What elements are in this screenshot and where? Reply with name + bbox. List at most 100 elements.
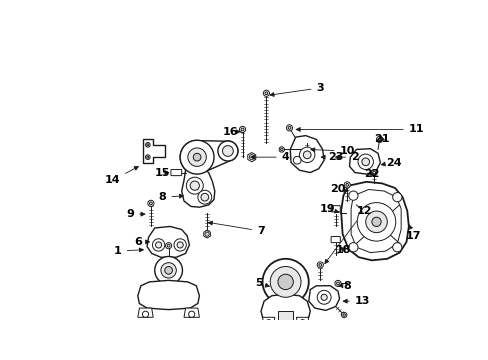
Text: 9: 9 xyxy=(126,209,144,219)
Polygon shape xyxy=(308,286,339,310)
Text: 22: 22 xyxy=(364,169,379,179)
Circle shape xyxy=(152,239,164,251)
Text: 10: 10 xyxy=(310,146,354,156)
Circle shape xyxy=(239,126,245,132)
Circle shape xyxy=(155,242,162,248)
Circle shape xyxy=(180,140,214,174)
Circle shape xyxy=(249,154,254,160)
Circle shape xyxy=(142,311,148,317)
Circle shape xyxy=(147,200,154,206)
FancyBboxPatch shape xyxy=(171,170,182,176)
Circle shape xyxy=(357,203,395,241)
Circle shape xyxy=(265,320,271,326)
Text: 13: 13 xyxy=(343,296,369,306)
Text: 12: 12 xyxy=(324,206,371,264)
Circle shape xyxy=(198,190,211,204)
Circle shape xyxy=(201,193,208,201)
Text: 18: 18 xyxy=(335,244,350,255)
Circle shape xyxy=(377,138,380,141)
Circle shape xyxy=(348,243,357,252)
Polygon shape xyxy=(203,230,210,238)
Text: 2: 2 xyxy=(335,152,358,162)
Polygon shape xyxy=(138,280,199,310)
Text: 4: 4 xyxy=(250,152,289,162)
Text: 1: 1 xyxy=(114,246,143,256)
Circle shape xyxy=(146,156,148,158)
Text: 17: 17 xyxy=(405,225,420,241)
Text: 8: 8 xyxy=(338,281,350,291)
Circle shape xyxy=(263,90,269,96)
Circle shape xyxy=(287,126,290,129)
Circle shape xyxy=(165,243,171,249)
Circle shape xyxy=(392,193,401,202)
FancyBboxPatch shape xyxy=(277,311,293,320)
Circle shape xyxy=(262,259,308,305)
Polygon shape xyxy=(341,182,408,260)
Text: 19: 19 xyxy=(320,204,338,214)
Circle shape xyxy=(293,156,301,164)
Text: 7: 7 xyxy=(208,221,264,236)
Circle shape xyxy=(361,158,369,166)
Polygon shape xyxy=(350,189,400,253)
Circle shape xyxy=(264,92,267,95)
Circle shape xyxy=(167,244,170,247)
Circle shape xyxy=(270,266,301,297)
Circle shape xyxy=(371,217,380,226)
Polygon shape xyxy=(147,226,189,257)
Circle shape xyxy=(279,147,284,152)
Circle shape xyxy=(145,143,150,147)
Text: 6: 6 xyxy=(134,237,149,247)
Text: 16: 16 xyxy=(222,127,240,137)
Circle shape xyxy=(280,148,283,151)
Circle shape xyxy=(348,191,357,200)
Circle shape xyxy=(344,182,349,188)
Circle shape xyxy=(145,155,150,159)
Circle shape xyxy=(370,170,377,176)
Circle shape xyxy=(317,262,323,268)
Circle shape xyxy=(321,294,326,300)
Circle shape xyxy=(193,153,201,161)
Polygon shape xyxy=(262,317,274,327)
Circle shape xyxy=(149,202,152,205)
Text: 24: 24 xyxy=(381,158,401,167)
Polygon shape xyxy=(247,153,255,162)
Circle shape xyxy=(277,274,293,289)
Circle shape xyxy=(376,136,382,143)
Circle shape xyxy=(161,263,176,278)
Polygon shape xyxy=(143,139,164,163)
Circle shape xyxy=(188,311,194,317)
Circle shape xyxy=(392,243,401,252)
Text: 5: 5 xyxy=(254,278,269,288)
Circle shape xyxy=(174,239,186,251)
Circle shape xyxy=(146,144,148,146)
Text: 21: 21 xyxy=(373,134,389,144)
Polygon shape xyxy=(182,168,214,207)
FancyBboxPatch shape xyxy=(330,206,340,212)
Circle shape xyxy=(341,312,346,318)
Circle shape xyxy=(365,211,386,233)
Circle shape xyxy=(154,256,182,284)
Text: 3: 3 xyxy=(269,83,324,96)
Circle shape xyxy=(299,320,305,326)
Circle shape xyxy=(299,147,314,163)
Circle shape xyxy=(241,128,244,131)
Circle shape xyxy=(317,291,330,304)
Circle shape xyxy=(190,181,199,190)
Text: 15: 15 xyxy=(154,167,170,177)
Text: 14: 14 xyxy=(104,167,138,185)
Text: 8: 8 xyxy=(158,192,183,202)
Text: 11: 11 xyxy=(296,125,424,134)
Circle shape xyxy=(186,177,203,194)
Polygon shape xyxy=(183,308,199,317)
Circle shape xyxy=(204,232,209,236)
Circle shape xyxy=(187,148,206,166)
Circle shape xyxy=(177,242,183,248)
Circle shape xyxy=(342,314,345,316)
Circle shape xyxy=(334,280,341,287)
Circle shape xyxy=(357,154,373,170)
Circle shape xyxy=(336,282,339,285)
Circle shape xyxy=(372,171,375,174)
Polygon shape xyxy=(349,149,380,174)
Polygon shape xyxy=(290,136,324,172)
Circle shape xyxy=(164,266,172,274)
